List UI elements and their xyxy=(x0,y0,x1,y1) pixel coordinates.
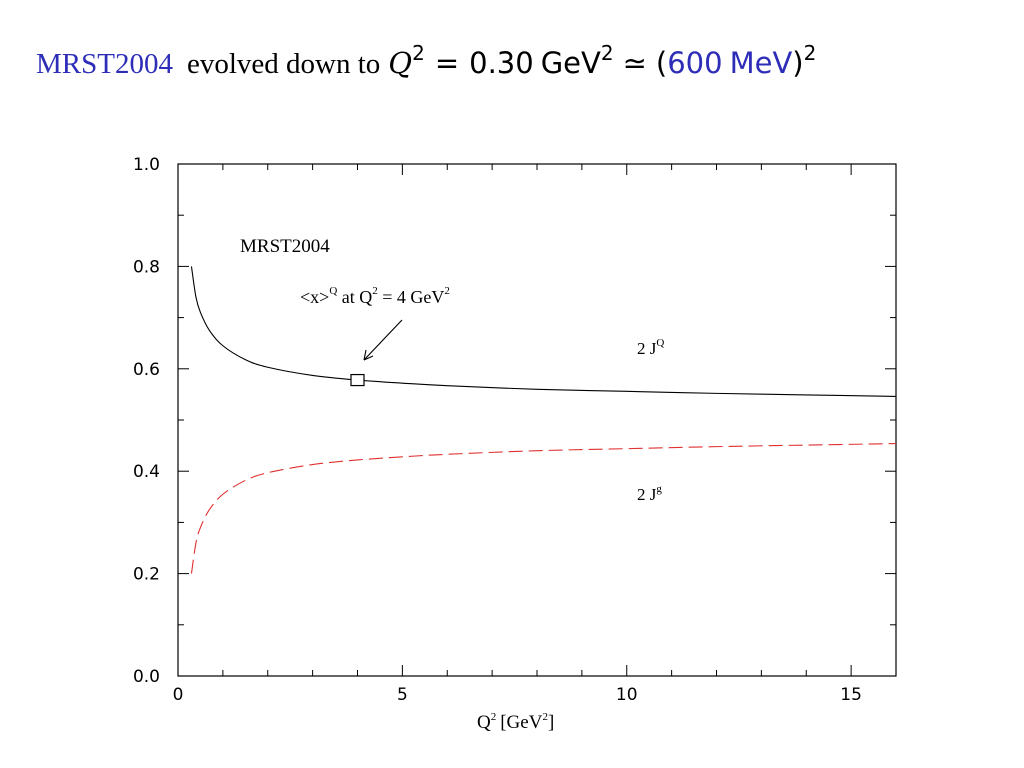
x-axis-label: Q2 [GeV2] xyxy=(477,711,554,733)
y-tick-label: 0.2 xyxy=(133,565,160,585)
title-q-symbol: Q xyxy=(388,46,413,80)
y-tick-label: 0.0 xyxy=(133,667,160,687)
marker-text-x: <x> xyxy=(300,287,329,307)
model-label: MRST2004 xyxy=(240,236,330,257)
series-line-jg xyxy=(190,443,897,574)
title-mev-unit: MeV xyxy=(729,46,793,80)
x-tick-label: 10 xyxy=(616,685,638,705)
x-tick-label: 0 xyxy=(173,685,184,705)
marker-text-sup-2b: 2 xyxy=(444,285,450,297)
title-approx: ≃ xyxy=(622,46,647,80)
marker-text-value: = 4 GeV xyxy=(378,287,445,307)
title-mev-value: 600 xyxy=(667,46,723,80)
y-tick-label: 0.8 xyxy=(133,257,160,277)
marker-text-sup-q: Q xyxy=(329,285,337,297)
title-q-exponent: 2 xyxy=(412,41,425,65)
slide-title: MRST2004 evolved down to Q 2 = 0.30 GeV … xyxy=(36,41,816,96)
title-unit-exponent: 2 xyxy=(600,41,614,65)
marker-text-at: at Q xyxy=(337,287,372,307)
axis-tick-labels: 0 5 10 15 0.0 0.2 0.4 0.6 0.8 1.0 xyxy=(133,155,862,705)
title-unit: GeV xyxy=(540,46,601,80)
title-final-exponent: 2 xyxy=(803,41,817,65)
series-line-jq xyxy=(190,266,897,397)
y-tick-label: 0.6 xyxy=(133,360,160,380)
annotation-arrow xyxy=(363,319,403,361)
marker-text-sup-2: 2 xyxy=(372,285,378,297)
title-equals: = xyxy=(434,46,460,80)
title-close-paren: ) xyxy=(792,46,804,80)
y-tick-label: 0.4 xyxy=(133,462,160,482)
axis-ticks xyxy=(177,163,897,677)
marker-annotation: <x>Q at Q2 = 4 GeV2 xyxy=(300,285,450,307)
series-label-jg: 2 Jg xyxy=(637,483,662,504)
title-open-paren: ( xyxy=(655,46,668,80)
title-value: 0.30 xyxy=(469,46,534,80)
title-model-name: MRST2004 xyxy=(36,48,173,80)
series-group xyxy=(190,266,897,574)
data-point-marker xyxy=(350,373,365,387)
x-tick-label: 5 xyxy=(397,685,408,705)
series-label-jq: 2 JQ xyxy=(637,337,664,358)
y-tick-label: 1.0 xyxy=(133,155,160,175)
title-text: evolved down to xyxy=(186,48,381,80)
x-tick-label: 15 xyxy=(840,685,862,705)
